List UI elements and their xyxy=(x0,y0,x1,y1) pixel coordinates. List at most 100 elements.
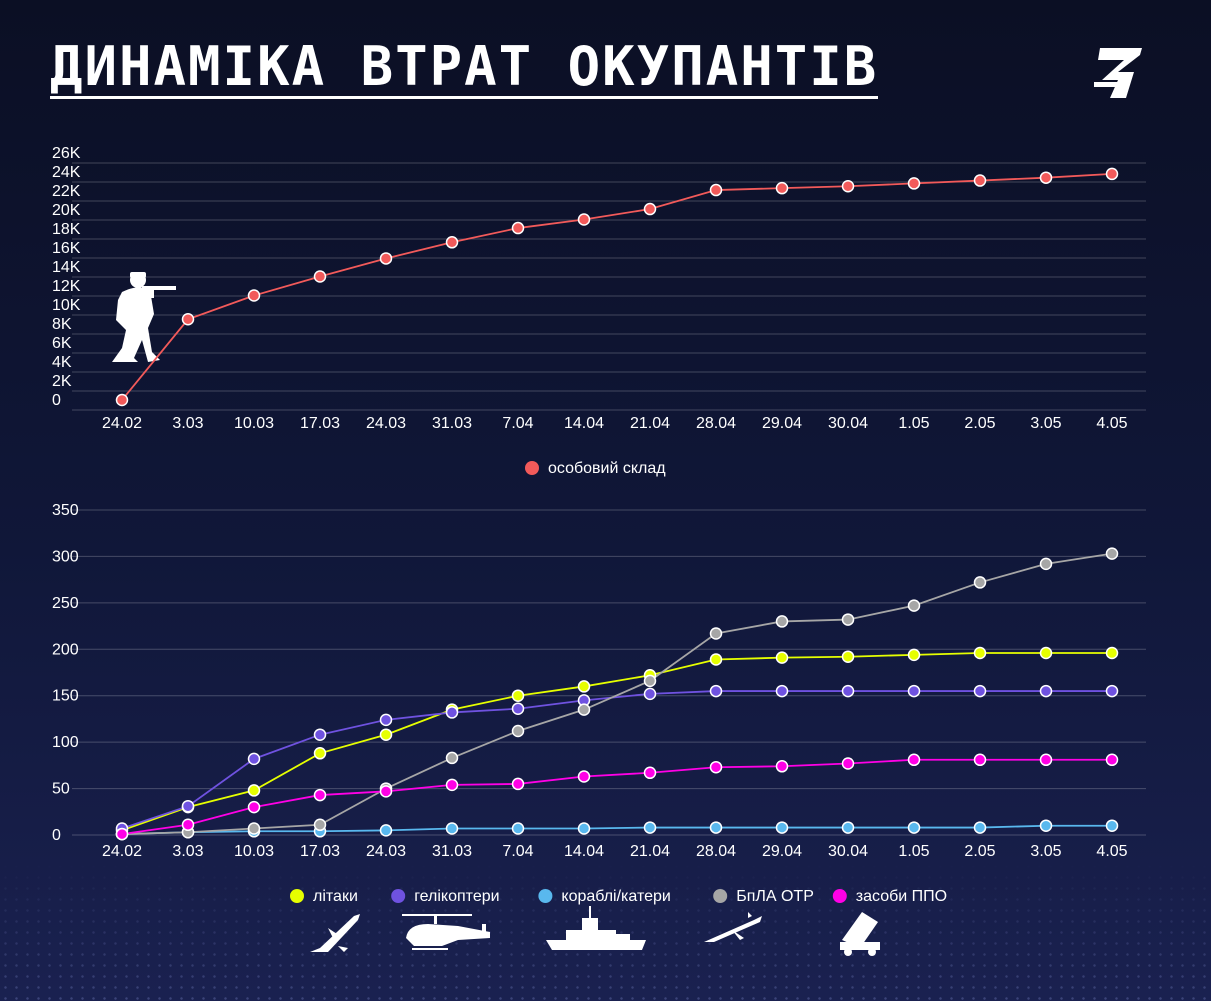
x-tick-label: 7.04 xyxy=(502,415,533,432)
data-point xyxy=(907,648,921,662)
data-point xyxy=(709,821,723,834)
data-point xyxy=(841,180,855,193)
series-line xyxy=(121,552,1113,835)
data-point xyxy=(841,821,855,834)
equipment-icons xyxy=(310,906,880,956)
warship-silhouette-icon xyxy=(546,906,646,950)
data-point xyxy=(1039,646,1053,660)
data-point xyxy=(1039,171,1053,184)
y-tick-label: 24K xyxy=(52,164,81,181)
data-point xyxy=(907,753,921,767)
data-point xyxy=(313,818,327,832)
data-point xyxy=(511,221,525,235)
data-point xyxy=(841,613,855,626)
y-tick-label: 14K xyxy=(52,259,81,276)
legend-swatch xyxy=(290,889,304,903)
data-point xyxy=(643,766,657,780)
x-tick-label: 21.04 xyxy=(630,415,670,432)
bottom-chart-series xyxy=(115,547,1119,841)
series-line xyxy=(121,173,1113,401)
legend-label: БпЛА ОТР xyxy=(736,888,814,905)
data-point xyxy=(577,213,591,226)
data-point xyxy=(841,757,855,770)
bottom-chart-grid xyxy=(72,509,1146,836)
data-point xyxy=(775,684,789,698)
data-point xyxy=(181,799,195,813)
y-tick-label: 100 xyxy=(52,734,79,751)
data-point xyxy=(1105,167,1119,181)
series-line xyxy=(121,690,1112,830)
z-strike-logo-icon xyxy=(1094,48,1142,98)
legend-label: особовий склад xyxy=(548,460,666,477)
x-tick-label: 28.04 xyxy=(696,843,736,860)
top-chart-series xyxy=(115,167,1119,407)
legend-label: засоби ППО xyxy=(856,888,947,905)
data-point xyxy=(1105,753,1119,767)
bottom-chart-x-axis: 24.02 3.03 10.03 17.03 24.03 31.03 7.04 14.04 21… xyxy=(102,843,1128,860)
data-point xyxy=(511,702,525,715)
data-point xyxy=(709,183,723,197)
data-point xyxy=(313,270,327,283)
data-point xyxy=(577,680,591,693)
helicopter-silhouette-icon xyxy=(402,914,490,950)
y-tick-label: 300 xyxy=(52,548,79,565)
x-tick-label: 14.04 xyxy=(564,415,604,432)
data-point xyxy=(379,728,393,741)
data-point xyxy=(1105,547,1119,560)
top-chart-x-axis: 24.02 3.03 10.03 17.03 24.03 31.03 7.04 14.04 21… xyxy=(102,415,1128,432)
top-chart-y-axis: 0 2K 4K 6K 8K 10K 12K 14K 16K 18K 20K 22K 24K 26K xyxy=(52,145,81,409)
x-tick-label: 31.03 xyxy=(432,843,472,860)
missile-launcher-silhouette-icon xyxy=(840,912,880,956)
data-point xyxy=(577,822,591,835)
legend-swatch xyxy=(525,461,539,475)
legend-swatch xyxy=(391,889,406,903)
series-line xyxy=(121,758,1112,835)
data-point xyxy=(775,181,789,195)
x-tick-label: 21.04 xyxy=(630,843,670,860)
data-point xyxy=(313,788,327,802)
y-tick-label: 350 xyxy=(52,502,79,519)
x-tick-label: 30.04 xyxy=(828,415,868,432)
y-tick-label: 0 xyxy=(52,392,61,409)
x-tick-label: 10.03 xyxy=(234,415,274,432)
x-tick-label: 29.04 xyxy=(762,415,802,432)
legend-label: кораблі/катери xyxy=(561,888,670,905)
y-tick-label: 20K xyxy=(52,202,81,219)
data-point xyxy=(973,684,987,698)
legend-label: літаки xyxy=(313,888,358,905)
y-tick-label: 0 xyxy=(52,827,61,844)
legend-swatch xyxy=(538,889,553,903)
y-tick-label: 18K xyxy=(52,221,81,238)
data-point xyxy=(247,784,261,797)
data-point xyxy=(115,827,129,841)
data-point xyxy=(247,800,261,814)
data-point xyxy=(907,599,921,612)
data-point xyxy=(709,760,723,774)
x-tick-label: 7.04 xyxy=(502,843,533,860)
x-tick-label: 4.05 xyxy=(1096,843,1127,860)
data-point xyxy=(643,821,657,834)
drone-silhouette-icon xyxy=(704,912,762,942)
x-tick-label: 24.03 xyxy=(366,843,406,860)
y-tick-label: 6K xyxy=(52,335,72,352)
x-tick-label: 17.03 xyxy=(300,415,340,432)
equipment-chart: 0 50 100 150 200 250 300 350 24.02 3.03 10.03 17.0… xyxy=(52,502,1146,905)
series-line xyxy=(121,824,1112,835)
data-point xyxy=(313,728,327,741)
data-point xyxy=(247,752,261,766)
data-point xyxy=(445,778,459,792)
data-point xyxy=(247,822,261,835)
x-tick-label: 24.02 xyxy=(102,415,142,432)
data-point xyxy=(247,289,261,302)
x-tick-label: 3.05 xyxy=(1030,415,1061,432)
page-title: ДИНАМІКА ВТРАТ ОКУПАНТІВ xyxy=(50,35,879,99)
data-point xyxy=(577,703,591,716)
bottom-chart-legend: літаки гелікоптери кораблі/катери БпЛА ОТР з… xyxy=(290,888,947,905)
x-tick-label: 3.03 xyxy=(172,843,203,860)
x-tick-label: 24.03 xyxy=(366,415,406,432)
data-point xyxy=(379,252,393,265)
personnel-chart: 0 2K 4K 6K 8K 10K 12K 14K 16K 18K 20K 22K 24K 26K 24.… xyxy=(52,145,1146,477)
data-point xyxy=(445,822,459,835)
data-point xyxy=(445,706,459,719)
x-tick-label: 10.03 xyxy=(234,843,274,860)
